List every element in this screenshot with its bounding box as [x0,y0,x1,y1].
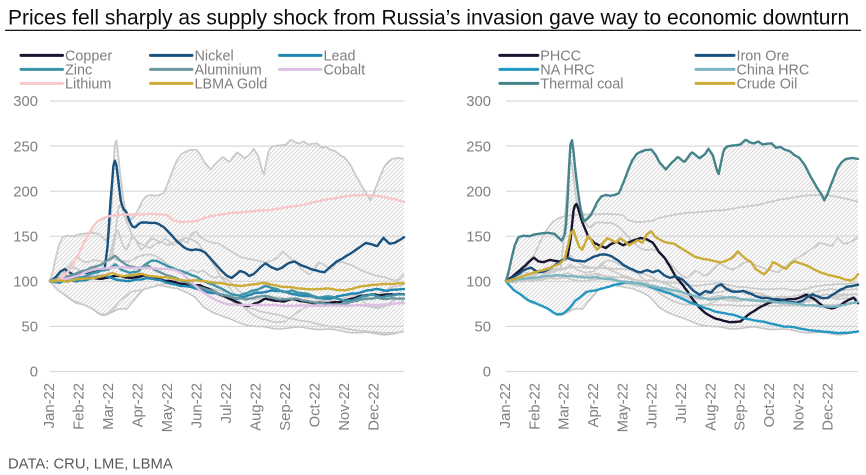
svg-text:Lithium: Lithium [65,76,111,92]
svg-text:Feb-22: Feb-22 [72,383,88,430]
svg-text:Prices fell sharply as supply: Prices fell sharply as supply shock from… [8,7,849,30]
svg-text:Copper: Copper [65,48,112,64]
svg-text:Jul-22: Jul-22 [219,383,235,423]
svg-text:200: 200 [466,184,491,200]
svg-text:250: 250 [13,139,38,155]
svg-text:Nov-22: Nov-22 [337,383,353,431]
svg-text:0: 0 [483,365,491,381]
svg-text:Nickel: Nickel [195,48,234,64]
svg-text:Crude Oil: Crude Oil [737,76,798,92]
svg-text:Mar-22: Mar-22 [101,383,117,430]
svg-text:0: 0 [30,365,38,381]
svg-text:Apr-22: Apr-22 [131,383,147,427]
svg-text:300: 300 [466,94,491,110]
svg-text:May-22: May-22 [615,383,631,432]
svg-text:Sep-22: Sep-22 [733,383,749,431]
svg-text:Aug-22: Aug-22 [703,383,719,431]
svg-text:Aug-22: Aug-22 [249,383,265,431]
svg-text:Jan-22: Jan-22 [498,383,514,428]
svg-text:Iron Ore: Iron Ore [737,48,790,64]
svg-text:300: 300 [13,94,38,110]
svg-text:150: 150 [466,229,491,245]
svg-text:Jan-22: Jan-22 [42,383,58,428]
svg-text:May-22: May-22 [160,383,176,432]
svg-text:Jul-22: Jul-22 [674,383,690,423]
svg-text:China HRC: China HRC [737,62,810,78]
svg-text:Dec-22: Dec-22 [367,383,383,431]
svg-text:Jun-22: Jun-22 [645,383,661,428]
svg-text:Lead: Lead [324,48,356,64]
svg-text:Thermal coal: Thermal coal [540,76,623,92]
svg-text:200: 200 [13,184,38,200]
svg-text:250: 250 [466,139,491,155]
svg-text:Cobalt: Cobalt [324,62,366,78]
svg-text:Nov-22: Nov-22 [791,383,807,431]
svg-text:150: 150 [13,229,38,245]
svg-text:100: 100 [466,275,491,291]
svg-text:LBMA Gold: LBMA Gold [195,76,268,92]
svg-text:Oct-22: Oct-22 [308,383,324,427]
svg-text:Apr-22: Apr-22 [586,383,602,427]
svg-text:Sep-22: Sep-22 [278,383,294,431]
svg-text:Oct-22: Oct-22 [762,383,778,427]
svg-text:Zinc: Zinc [65,62,92,78]
svg-text:Aluminium: Aluminium [195,62,262,78]
svg-text:Jun-22: Jun-22 [190,383,206,428]
svg-text:50: 50 [22,320,38,336]
svg-text:NA HRC: NA HRC [540,62,594,78]
svg-text:Dec-22: Dec-22 [821,383,837,431]
svg-text:Feb-22: Feb-22 [527,383,543,430]
svg-text:100: 100 [13,275,38,291]
svg-text:DATA: CRU, LME, LBMA: DATA: CRU, LME, LBMA [8,457,173,473]
svg-text:PHCC: PHCC [540,48,581,64]
svg-text:50: 50 [475,320,491,336]
svg-text:Mar-22: Mar-22 [557,383,573,430]
